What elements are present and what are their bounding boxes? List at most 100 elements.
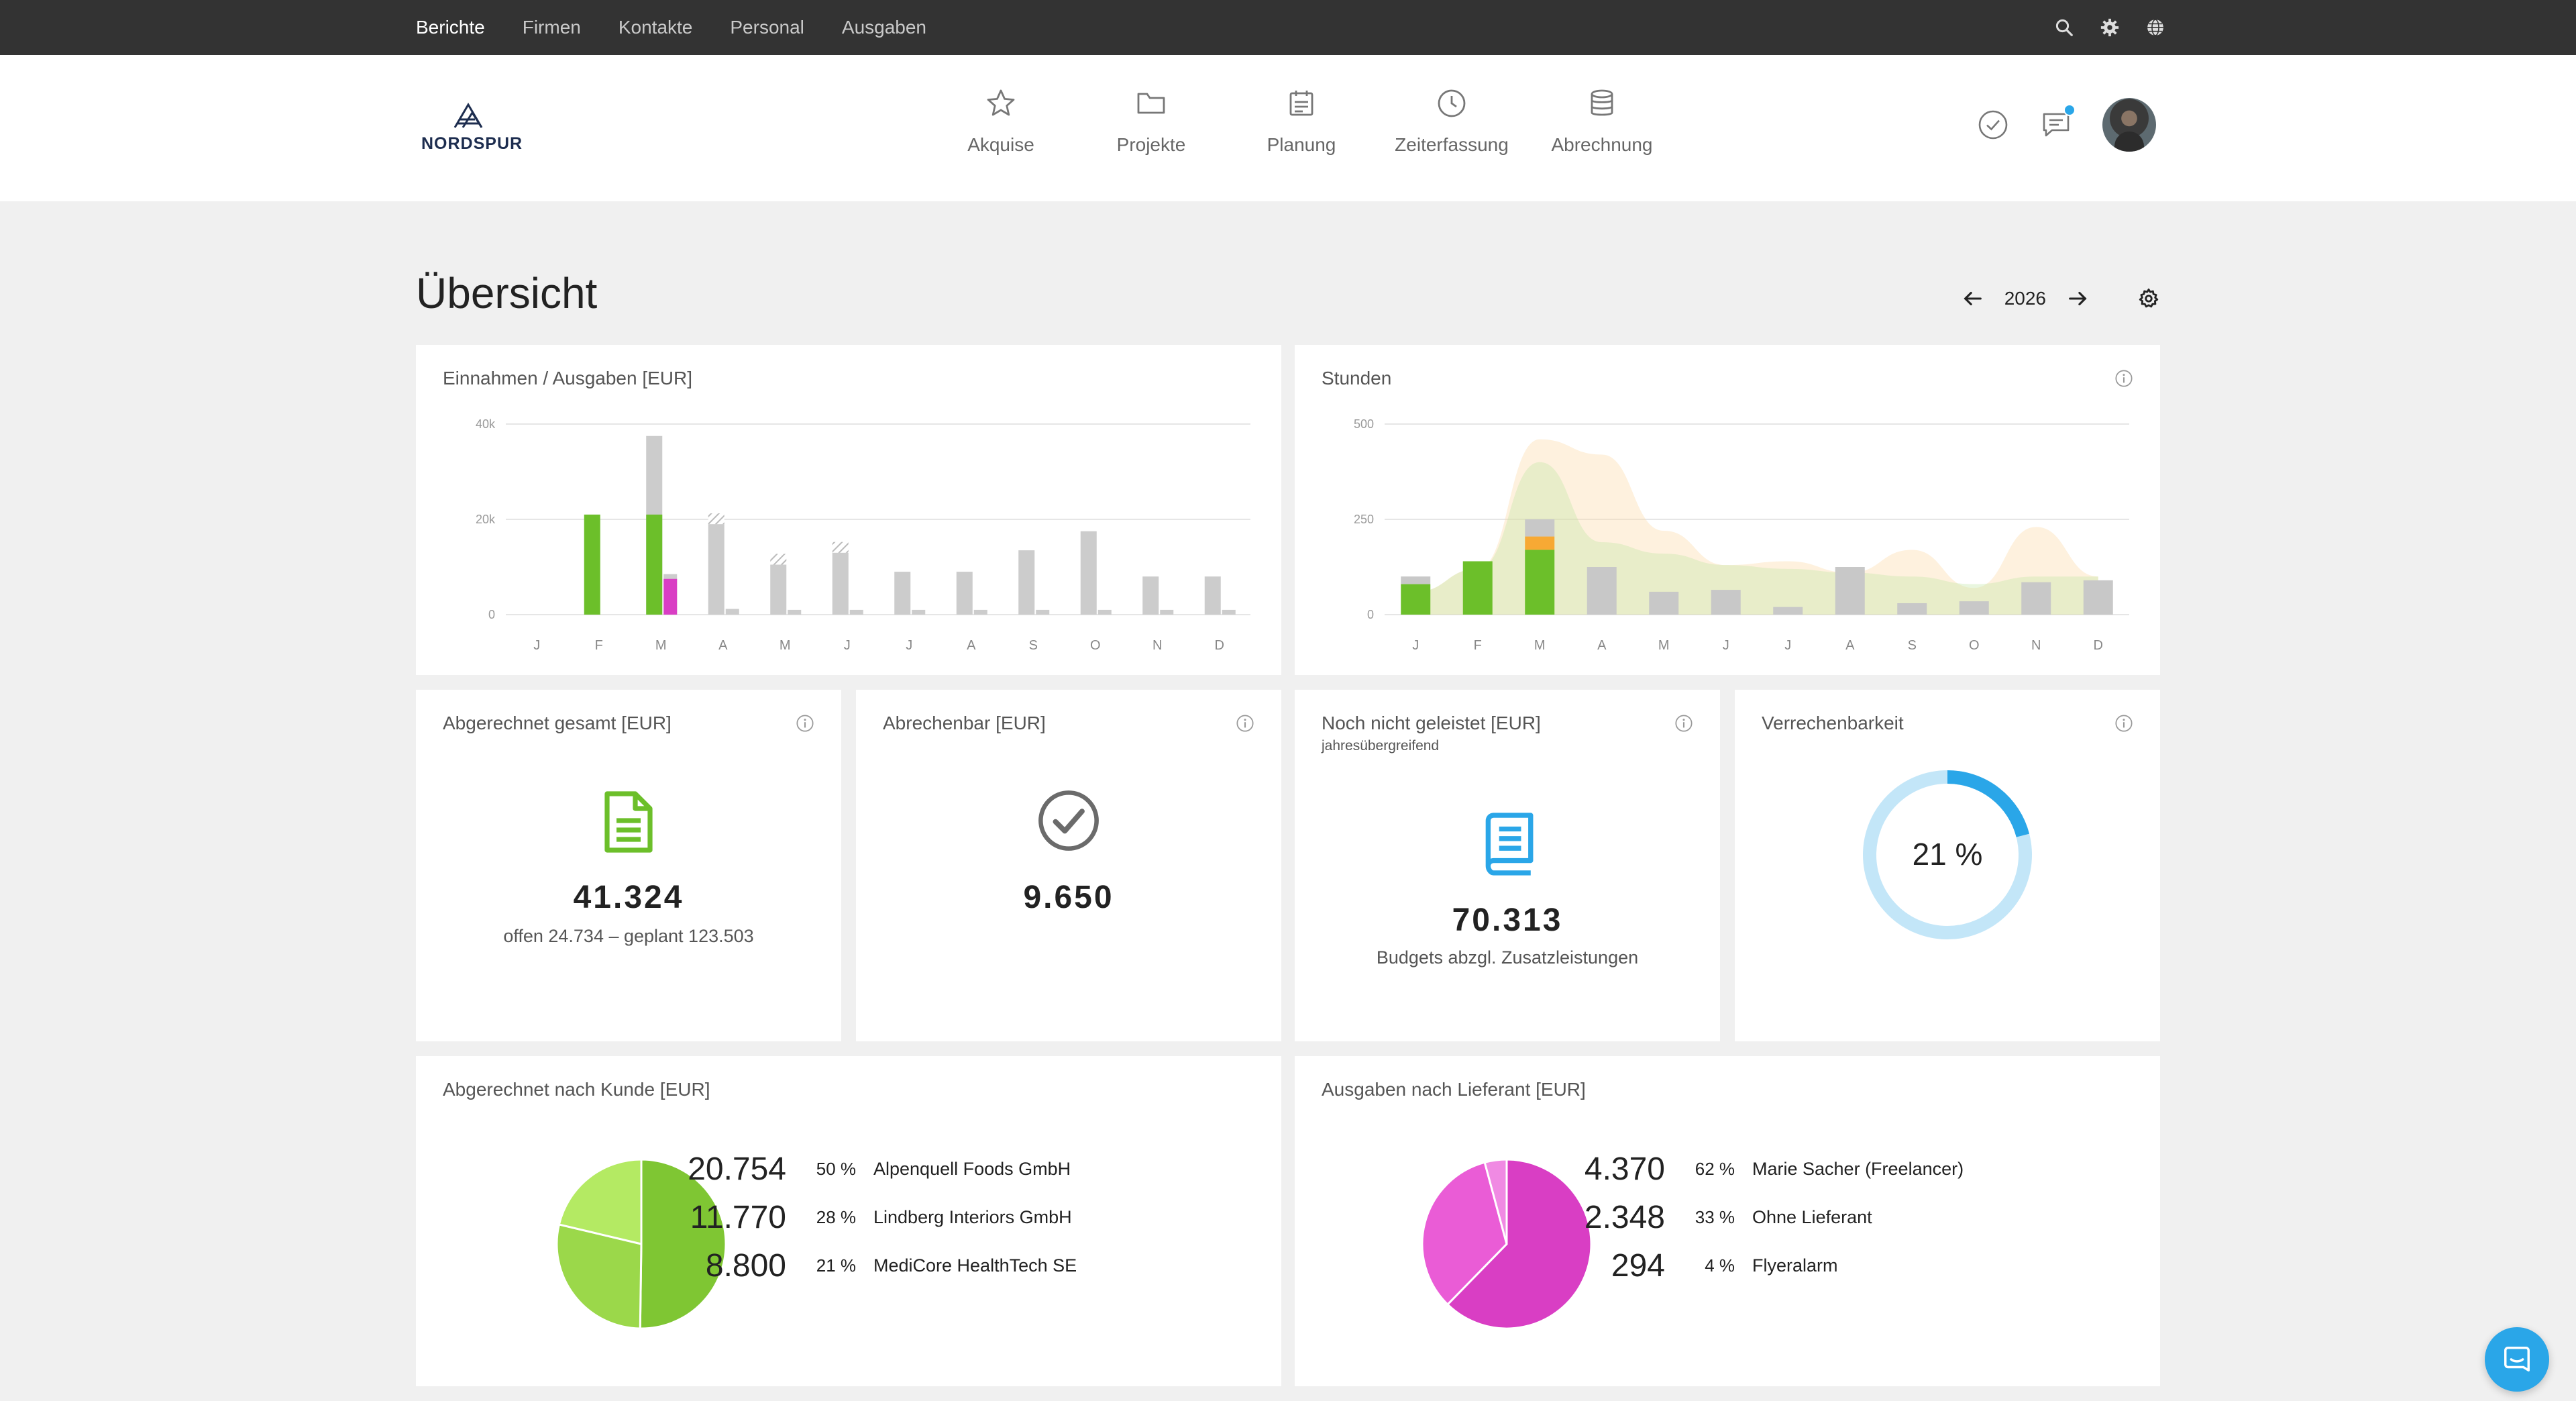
kpi-value: 70.313 (1452, 902, 1563, 938)
nav-akquise[interactable]: Akquise (926, 85, 1076, 156)
x-tick-label: J (1784, 638, 1791, 653)
x-tick-label: S (1908, 638, 1917, 653)
search-icon[interactable] (2051, 15, 2077, 40)
y-tick-label: 250 (1354, 513, 1374, 526)
nav-abrechnung[interactable]: Abrechnung (1527, 85, 1677, 156)
nav-projekte[interactable]: Projekte (1076, 85, 1226, 156)
notification-dot (2063, 104, 2076, 116)
logo-text: NORDSPUR (421, 134, 523, 153)
book-icon (1485, 813, 1534, 876)
bar-income (584, 514, 600, 615)
x-tick-label: A (967, 638, 976, 653)
bar-nonbillable-hours (1959, 601, 1989, 615)
bar-nonbillable-hours (1835, 567, 1865, 615)
globe-icon[interactable] (2143, 15, 2168, 40)
x-tick-label: O (1969, 638, 1980, 653)
x-tick-label: S (1029, 638, 1038, 653)
support-chat-button[interactable] (2485, 1327, 2549, 1392)
legend-name: MediCore HealthTech SE (873, 1255, 1077, 1276)
card-title: Noch nicht geleistet [EUR] (1322, 713, 1541, 733)
legend-value: 294 (1611, 1247, 1665, 1284)
topnav-personal[interactable]: Personal (730, 17, 804, 38)
x-tick-label: O (1090, 638, 1101, 653)
gauge-fill (1947, 770, 2030, 837)
arrow-left-icon[interactable] (1962, 287, 1984, 310)
x-tick-label: A (1845, 638, 1855, 653)
expenses-by-supplier-card: Ausgaben nach Lieferant [EUR] 4.370 62 %… (1295, 1056, 2160, 1386)
hours-chart: 500 250 0 J F M A M J J A S O N D (1354, 417, 2129, 653)
legend-name: Lindberg Interiors GmbH (873, 1206, 1072, 1227)
x-tick-label: J (533, 638, 540, 653)
info-icon[interactable] (2114, 369, 2133, 388)
info-icon[interactable] (2114, 714, 2133, 733)
avatar[interactable] (2102, 98, 2156, 152)
bar-nonbillable-hours (1897, 603, 1927, 615)
nav-label: Abrechnung (1551, 134, 1653, 155)
top-icons (2051, 0, 2168, 55)
supplier-legend: 4.370 62 % Marie Sacher (Freelancer) 2.3… (1544, 1145, 1964, 1290)
x-tick-label: J (1723, 638, 1729, 653)
page-title: Übersicht (416, 269, 598, 317)
year-label: 2026 (2004, 288, 2046, 309)
legend-name: Flyeralarm (1752, 1255, 1838, 1276)
legend-row: 11.770 28 % Lindberg Interiors GmbH (665, 1193, 1077, 1241)
billability-gauge (1863, 770, 2032, 939)
arrow-right-icon[interactable] (2066, 287, 2089, 310)
legend-row: 20.754 50 % Alpenquell Foods GmbH (665, 1145, 1077, 1193)
top-bar: Berichte Firmen Kontakte Personal Ausgab… (0, 0, 2576, 55)
legend-row: 4.370 62 % Marie Sacher (Freelancer) (1544, 1145, 1964, 1193)
bar-nonbillable-hours (1649, 591, 1679, 615)
bar-nonbillable-hours (1525, 519, 1555, 537)
bar-nonbillable-hours (1773, 607, 1803, 615)
x-tick-label: A (718, 638, 728, 653)
info-icon[interactable] (1674, 714, 1693, 733)
legend-percent: 62 % (1695, 1158, 1735, 1179)
header-actions (1976, 98, 2156, 152)
chat-icon[interactable] (2039, 104, 2076, 142)
legend-percent: 50 % (816, 1158, 856, 1179)
bar-expense (1018, 550, 1035, 615)
customer-legend: 20.754 50 % Alpenquell Foods GmbH 11.770… (665, 1145, 1077, 1290)
topnav-ausgaben[interactable]: Ausgaben (841, 17, 926, 38)
calendar-icon (1283, 85, 1320, 122)
bar-expense (1080, 531, 1097, 615)
topnav-berichte[interactable]: Berichte (416, 17, 485, 38)
bar-income (646, 514, 663, 615)
check-circle-icon[interactable] (1976, 108, 2010, 142)
card-title: Einnahmen / Ausgaben [EUR] (443, 368, 693, 388)
pie-slice (1483, 1158, 1508, 1245)
x-tick-label: M (1534, 638, 1546, 653)
document-icon (604, 791, 653, 853)
legend-percent: 33 % (1695, 1206, 1735, 1227)
y-tick-label: 40k (476, 417, 496, 431)
bar-expense (1142, 576, 1159, 615)
nav-planung[interactable]: Planung (1226, 85, 1377, 156)
card-title: Stunden (1322, 368, 1392, 388)
bar-nonbillable-hours (2021, 582, 2051, 615)
bar-billable-hours (1462, 561, 1493, 615)
bar-expense (894, 572, 911, 615)
legend-row: 294 4 % Flyeralarm (1544, 1241, 1964, 1290)
kpi-note: Budgets abzgl. Zusatzleistungen (1376, 947, 1639, 968)
star-icon (982, 85, 1020, 122)
x-tick-label: N (1152, 638, 1162, 653)
bar-expense (956, 572, 973, 615)
x-tick-label: N (2031, 638, 2041, 653)
nav-label: Akquise (967, 134, 1034, 155)
x-tick-label: M (655, 638, 667, 653)
nav-label: Planung (1267, 134, 1336, 155)
clock-icon (1433, 85, 1470, 122)
kpi-value: 41.324 (573, 880, 684, 915)
gear-icon[interactable] (2097, 15, 2123, 40)
nav-zeiterfassung[interactable]: Zeiterfassung (1377, 85, 1527, 156)
settings-gear-icon[interactable] (2137, 287, 2160, 310)
topnav-kontakte[interactable]: Kontakte (618, 17, 693, 38)
main-nav: Akquise Projekte Planung Zeiterfassung A… (926, 85, 1677, 156)
pie-slice (557, 1158, 643, 1245)
area-planned (1415, 462, 2098, 615)
topnav-firmen[interactable]: Firmen (522, 17, 581, 38)
bar-cost (912, 609, 926, 615)
info-icon[interactable] (1236, 714, 1254, 733)
brand-logo[interactable]: NORDSPUR (421, 95, 522, 156)
info-icon[interactable] (796, 714, 814, 733)
